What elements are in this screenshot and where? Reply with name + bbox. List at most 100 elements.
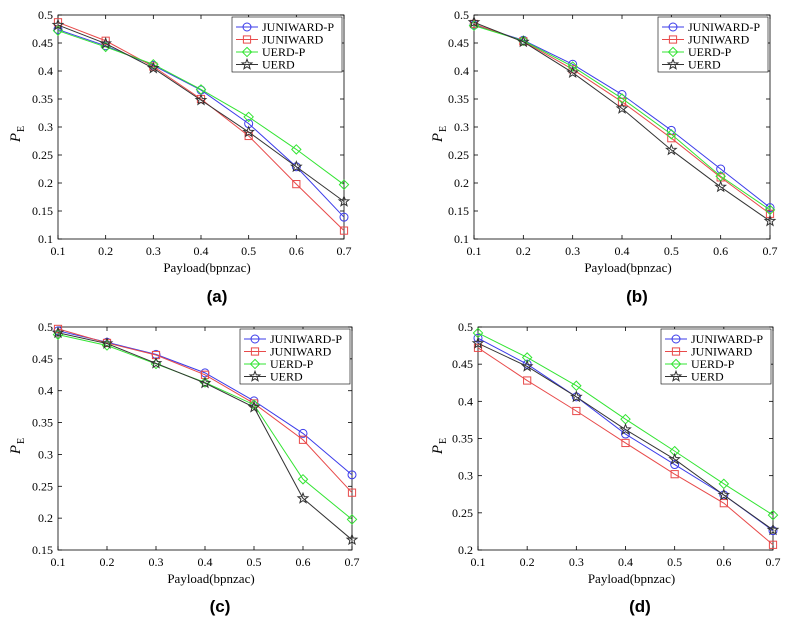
x-tick-label: 0.2 <box>520 555 535 569</box>
x-tick-label: 0.1 <box>51 555 66 569</box>
y-axis-label: PE <box>8 126 27 143</box>
x-tick-label: 0.1 <box>467 244 482 258</box>
data-point <box>768 526 778 536</box>
y-tick-label: 0.35 <box>452 432 473 446</box>
x-tick-label: 0.2 <box>98 244 113 258</box>
data-point <box>763 214 777 227</box>
y-tick-label: 0.15 <box>448 204 469 218</box>
y-tick-label: 0.15 <box>32 204 53 218</box>
legend-marker <box>670 358 682 370</box>
legend-marker <box>242 22 252 32</box>
y-axis-label-sub: E <box>16 126 27 132</box>
y-tick-label: 0.2 <box>458 543 473 557</box>
x-tick-label: 0.3 <box>565 244 580 258</box>
data-point <box>346 514 358 525</box>
x-tick-label: 0.1 <box>471 555 486 569</box>
y-axis-label-sub: E <box>438 126 449 132</box>
panel-caption: (a) <box>207 287 228 306</box>
data-point <box>666 128 677 140</box>
data-point <box>338 179 350 190</box>
panel-caption: (b) <box>626 287 648 306</box>
y-tick-label: 0.35 <box>32 416 53 430</box>
chart-panel-4: 0.1 0.2 0.3 0.4 0.5 0.6 0.70.20.250.30.350.40.… <box>430 320 781 616</box>
legend-entry: JUNIWARD-P <box>262 20 334 34</box>
series-line <box>57 330 353 476</box>
x-axis-label: Payload(bpnzac) <box>167 571 254 586</box>
data-point <box>566 66 579 79</box>
y-tick-label: 0.1 <box>454 232 469 246</box>
data-point <box>766 523 780 536</box>
chart-panel-2: 0.1 0.2 0.3 0.4 0.5 0.6 0.7 0.1 0.15 0.2 0.25 0.3 0.… <box>430 8 778 306</box>
legend-marker <box>250 347 260 356</box>
data-point <box>668 452 681 465</box>
y-tick-label: 0.25 <box>32 148 53 162</box>
x-tick-label: 0.5 <box>664 244 679 258</box>
data-point <box>347 488 357 497</box>
legend-entry: JUNIWARD-P <box>688 20 760 34</box>
series-line <box>57 24 345 202</box>
x-tick-label: 0.1 <box>51 244 66 258</box>
data-point <box>243 111 254 123</box>
y-tick-label: 0.4 <box>38 384 53 398</box>
x-tick-label: 0.6 <box>289 244 304 258</box>
y-axis-label-sub: E <box>438 438 449 444</box>
data-point <box>468 20 480 31</box>
x-tick-label: 0.4 <box>198 555 213 569</box>
y-axis-label-sub: E <box>16 438 27 444</box>
series-line <box>57 332 353 541</box>
y-tick-label: 0.45 <box>448 36 469 50</box>
legend-entry: UERD <box>691 370 724 384</box>
data-point <box>717 488 731 501</box>
x-tick-label: 0.6 <box>296 555 311 569</box>
data-point <box>665 143 678 156</box>
y-tick-label: 0.3 <box>38 447 53 461</box>
x-tick-label: 0.7 <box>766 555 781 569</box>
legend-marker <box>249 358 261 370</box>
x-tick-label: 0.6 <box>713 244 728 258</box>
data-point <box>518 35 529 47</box>
legend-entry: JUNIWARD <box>270 345 332 359</box>
x-tick-label: 0.3 <box>569 555 584 569</box>
data-point <box>615 101 629 114</box>
data-point <box>100 336 114 349</box>
data-point <box>148 58 159 70</box>
data-point <box>290 160 303 173</box>
y-tick-label: 0.5 <box>458 320 473 334</box>
x-tick-label: 0.4 <box>618 555 633 569</box>
legend-entry: UERD <box>688 58 721 72</box>
x-tick-label: 0.7 <box>763 244 778 258</box>
data-point <box>194 93 208 106</box>
legend-entry: UERD <box>262 58 295 72</box>
legend-marker <box>669 369 683 382</box>
x-tick-label: 0.4 <box>615 244 630 258</box>
x-tick-label: 0.5 <box>241 244 256 258</box>
y-tick-label: 0.2 <box>454 176 469 190</box>
data-point <box>298 428 308 438</box>
series-line <box>473 21 771 222</box>
data-point <box>669 445 680 457</box>
data-point <box>670 460 680 470</box>
legend-entry: UERD-P <box>691 357 735 371</box>
legend-marker <box>666 57 680 70</box>
panel-caption: (d) <box>629 597 651 616</box>
y-tick-label: 0.35 <box>448 92 469 106</box>
y-tick-label: 0.5 <box>38 320 53 334</box>
y-tick-label: 0.2 <box>38 511 53 525</box>
data-point <box>768 540 778 549</box>
y-tick-label: 0.35 <box>32 92 53 106</box>
y-tick-label: 0.5 <box>454 8 469 22</box>
chart-panel-3: 0.1 0.2 0.3 0.4 0.5 0.6 0.7 0.15 0.2 0.25 0.3 0.35 0… <box>8 320 360 616</box>
y-tick-label: 0.25 <box>448 148 469 162</box>
data-point <box>619 422 632 435</box>
data-point <box>292 180 301 189</box>
y-tick-label: 0.25 <box>452 506 473 520</box>
y-tick-label: 0.3 <box>38 120 53 134</box>
legend-marker <box>671 347 681 356</box>
series-uerd <box>467 15 777 227</box>
y-axis-label-main: P <box>8 133 24 143</box>
y-axis-label: PE <box>8 438 27 455</box>
data-point <box>520 359 534 372</box>
